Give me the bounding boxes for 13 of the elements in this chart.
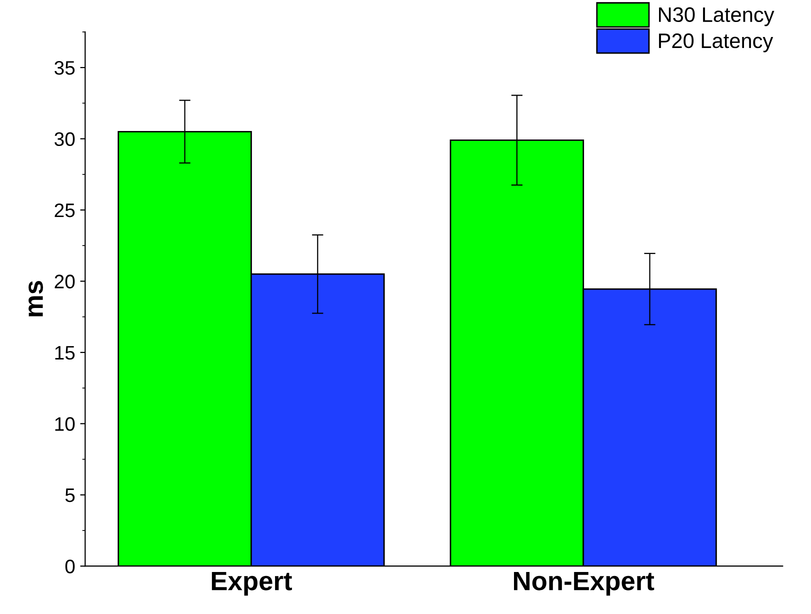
x-tick-label: Non-Expert: [514, 572, 654, 596]
y-tick-label: 10: [55, 417, 75, 431]
y-tick-label: 15: [55, 346, 75, 360]
y-tick-label: 20: [54, 274, 75, 288]
legend-label: P20 Latency: [659, 33, 774, 52]
y-tick-label: 5: [65, 488, 75, 502]
y-tick-label: 25: [54, 203, 75, 218]
y-tick-label: 0: [65, 560, 75, 574]
y-axis-title: ms: [28, 281, 44, 316]
legend-label: N30 Latency: [659, 7, 774, 26]
y-tick-label: 30: [54, 132, 75, 146]
x-tick-label: Expert: [212, 572, 292, 596]
y-tick-label: 35: [54, 61, 75, 75]
